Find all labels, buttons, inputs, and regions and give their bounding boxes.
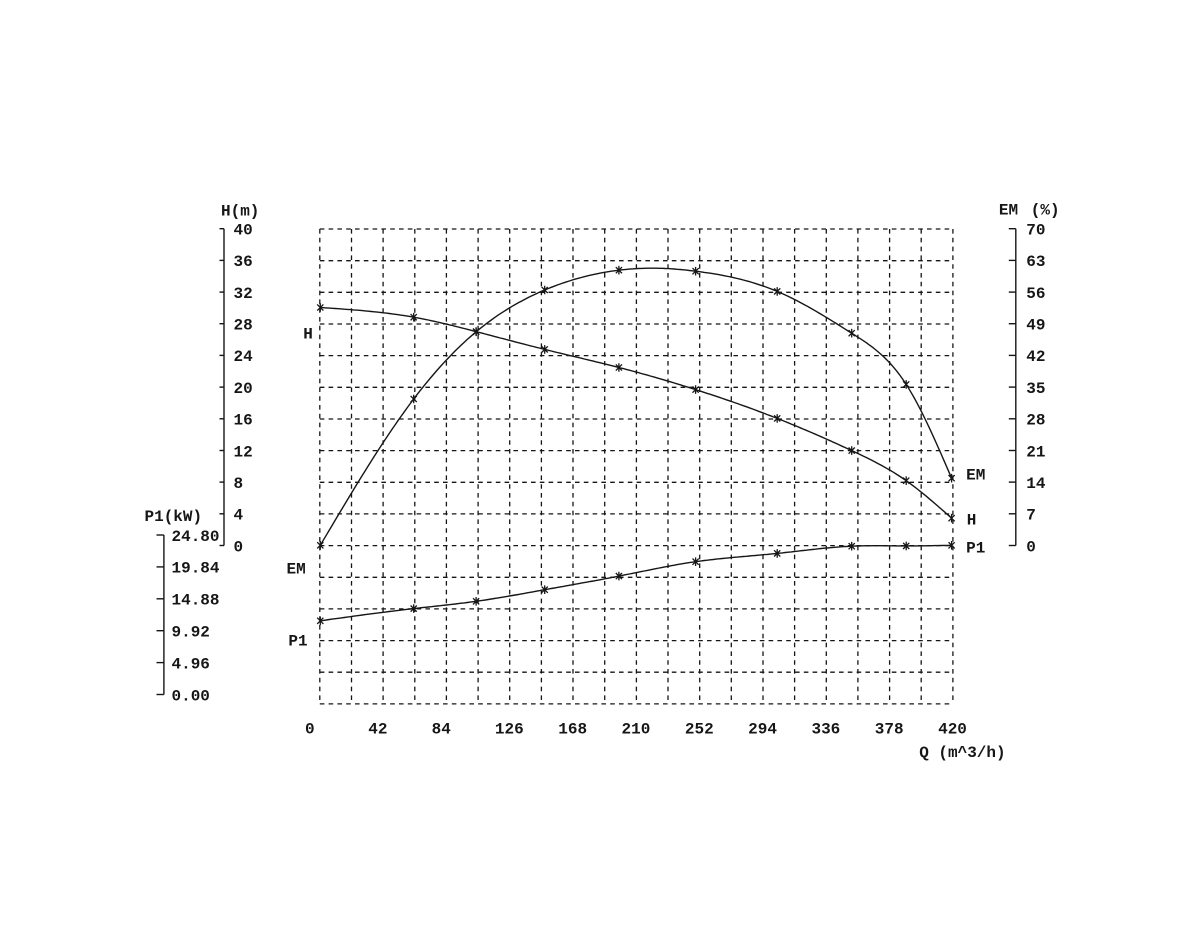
- svg-text:36: 36: [234, 253, 253, 271]
- svg-text:0: 0: [305, 720, 315, 738]
- svg-text:4: 4: [234, 507, 244, 525]
- svg-text:Q (m^3/h): Q (m^3/h): [919, 744, 1005, 762]
- svg-text:49: 49: [1026, 317, 1045, 335]
- svg-text:H: H: [303, 326, 313, 344]
- svg-text:35: 35: [1026, 380, 1045, 398]
- svg-text:P1: P1: [966, 539, 985, 557]
- svg-text:56: 56: [1026, 285, 1045, 303]
- svg-text:28: 28: [234, 317, 253, 335]
- svg-text:P1: P1: [288, 633, 307, 651]
- svg-text:40: 40: [234, 222, 253, 240]
- svg-text:8: 8: [234, 475, 244, 493]
- svg-text:H(m): H(m): [221, 202, 259, 220]
- svg-text:20: 20: [234, 380, 253, 398]
- svg-text:H: H: [967, 512, 977, 530]
- svg-text:9.92: 9.92: [172, 624, 210, 642]
- svg-text:4.96: 4.96: [172, 655, 210, 673]
- svg-text:210: 210: [622, 720, 651, 738]
- svg-text:420: 420: [938, 720, 967, 738]
- svg-text:7: 7: [1026, 507, 1036, 525]
- svg-text:0: 0: [234, 538, 244, 556]
- svg-text:EM: EM: [999, 201, 1018, 219]
- svg-text:EM: EM: [287, 561, 306, 579]
- svg-text:63: 63: [1026, 253, 1045, 271]
- svg-text:(%): (%): [1031, 201, 1060, 219]
- svg-text:42: 42: [368, 720, 387, 738]
- svg-text:12: 12: [234, 443, 253, 461]
- svg-text:42: 42: [1026, 348, 1045, 366]
- svg-text:0.00: 0.00: [172, 687, 210, 705]
- svg-text:EM: EM: [966, 466, 985, 484]
- svg-text:24.80: 24.80: [172, 528, 220, 546]
- svg-text:336: 336: [811, 720, 840, 738]
- svg-text:P1(kW): P1(kW): [145, 508, 203, 526]
- svg-text:21: 21: [1026, 443, 1045, 461]
- svg-text:19.84: 19.84: [172, 560, 220, 578]
- svg-text:0: 0: [1026, 538, 1036, 556]
- svg-text:378: 378: [875, 720, 904, 738]
- svg-text:252: 252: [685, 720, 714, 738]
- svg-text:24: 24: [234, 348, 254, 366]
- svg-text:126: 126: [495, 720, 524, 738]
- svg-text:294: 294: [748, 720, 777, 738]
- svg-text:14: 14: [1026, 475, 1046, 493]
- svg-text:84: 84: [432, 720, 452, 738]
- svg-text:70: 70: [1026, 222, 1045, 240]
- svg-text:168: 168: [558, 720, 587, 738]
- svg-text:28: 28: [1026, 412, 1045, 430]
- svg-text:32: 32: [234, 285, 253, 303]
- svg-text:16: 16: [234, 412, 253, 430]
- svg-text:14.88: 14.88: [172, 592, 220, 610]
